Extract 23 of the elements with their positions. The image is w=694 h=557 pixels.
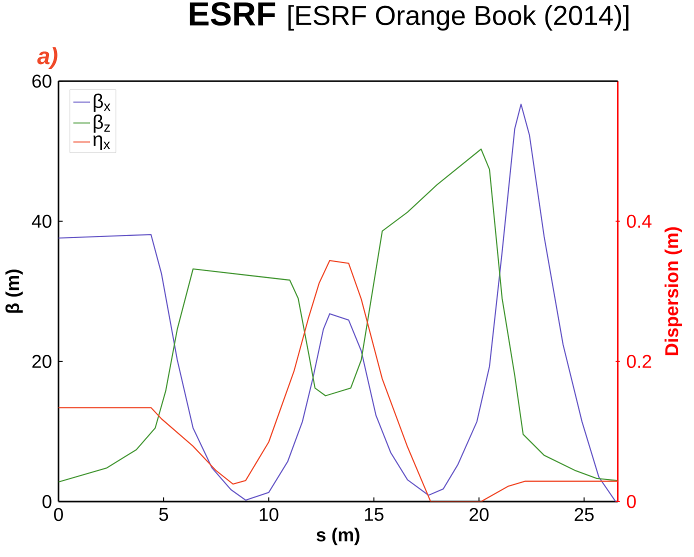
x-tick-label: 10 — [260, 508, 278, 521]
y2-tick-label: 0.2 — [626, 354, 652, 368]
y-tick-label: 0 — [42, 494, 52, 508]
text: a) — [37, 46, 58, 69]
y-tick-label: 40 — [32, 214, 52, 228]
y-tick-label: 60 — [32, 74, 52, 88]
chart-subtitle: [ESRF Orange Book (2014)] — [288, 4, 628, 30]
legend-label: η$_{x}$ — [93, 135, 110, 150]
x-tick-label: 0 — [54, 508, 63, 521]
line-series — [58, 148, 618, 482]
x-tick-label: 20 — [470, 508, 489, 521]
y-axis-title: β (m) — [5, 269, 23, 313]
legend-label: β$_{x}$ — [94, 94, 110, 112]
y2-tick-label: 0.4 — [626, 214, 652, 228]
y2-tick-label: 0 — [626, 494, 636, 508]
x-tick-label: 25 — [574, 508, 594, 521]
x-tick-label: 5 — [159, 508, 168, 521]
y-tick-label: 20 — [32, 354, 52, 368]
legend-label: β$_{z}$ — [94, 114, 110, 133]
y2-axis-title: Dispersion (m) — [664, 227, 682, 355]
x-axis-title: s (m) — [316, 528, 360, 545]
x-tick-label: 15 — [364, 508, 384, 521]
chart-title: ESRF — [190, 2, 276, 26]
